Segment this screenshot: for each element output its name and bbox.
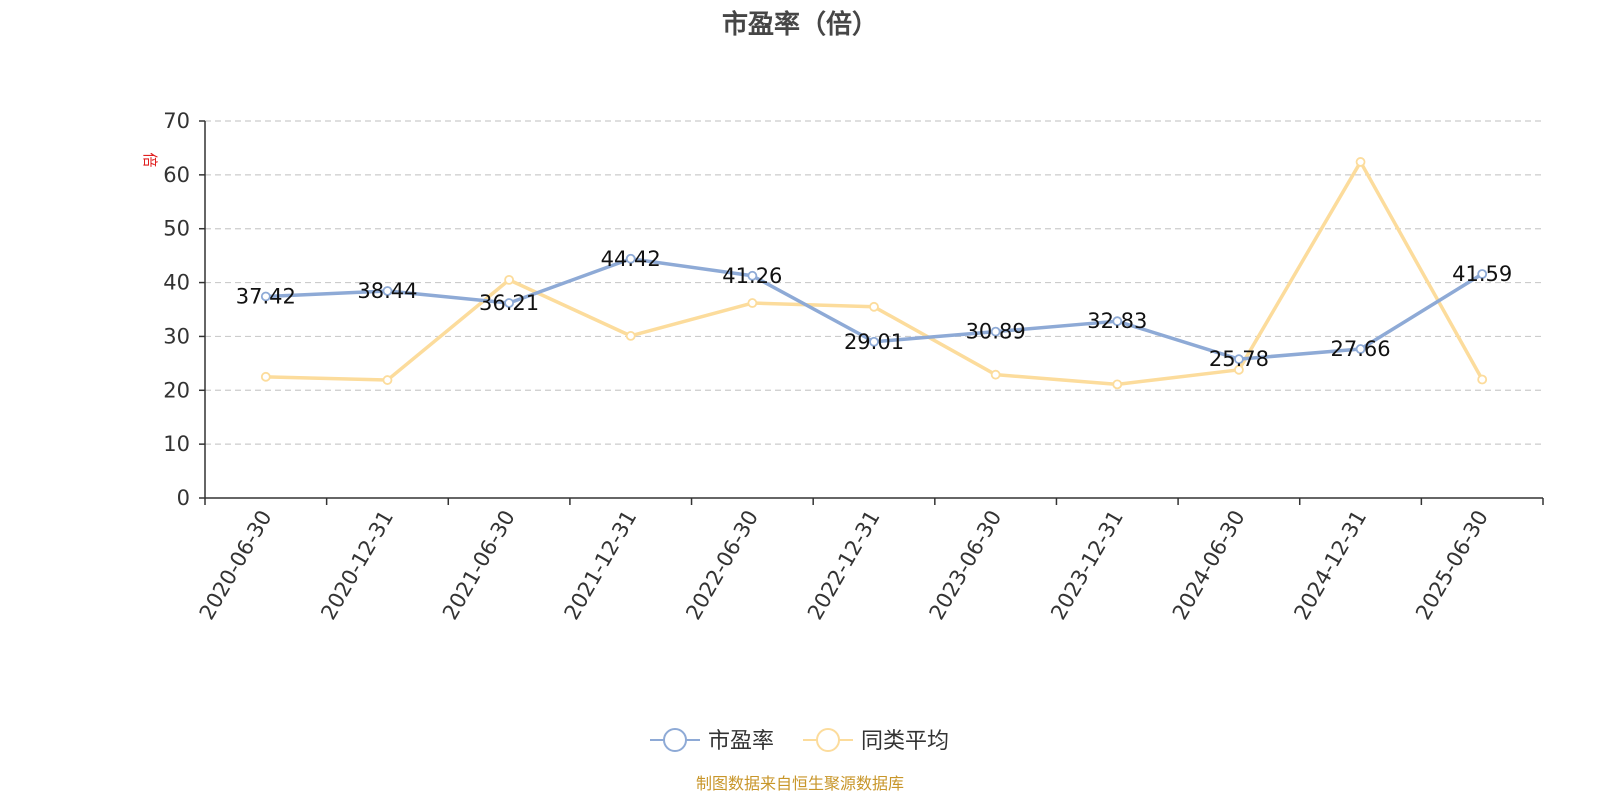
data-label: 41.59 bbox=[1452, 262, 1512, 286]
x-tick-label: 2023-06-30 bbox=[925, 506, 1007, 624]
x-tick-label: 2021-06-30 bbox=[438, 506, 520, 624]
legend-marker-icon bbox=[663, 728, 687, 752]
legend-item-0[interactable]: 市盈率 bbox=[650, 728, 774, 754]
y-tick-label: 30 bbox=[163, 324, 190, 348]
y-tick-label: 70 bbox=[163, 109, 190, 133]
data-label: 30.89 bbox=[966, 320, 1026, 344]
data-labels: 37.42 38.44 36.21 44.42 41.26 29.01 30.89 32.83… bbox=[236, 247, 1512, 371]
legend-label: 市盈率 bbox=[708, 729, 774, 754]
legend[interactable]: 市盈率 同类平均 bbox=[650, 728, 949, 754]
data-point bbox=[625, 253, 636, 264]
data-point bbox=[260, 291, 271, 302]
data-point bbox=[990, 369, 1001, 380]
x-tick-label: 2025-06-30 bbox=[1411, 506, 1493, 624]
legend-item-1[interactable]: 同类平均 bbox=[803, 728, 949, 754]
data-point bbox=[1112, 316, 1123, 327]
data-point bbox=[625, 330, 636, 341]
y-tick-label: 40 bbox=[163, 271, 190, 295]
y-tick-label: 60 bbox=[163, 163, 190, 187]
data-point bbox=[869, 336, 879, 347]
data-point bbox=[869, 301, 879, 312]
data-label: 36.21 bbox=[479, 291, 539, 315]
data-label: 32.83 bbox=[1087, 309, 1147, 333]
y-tick-label: 50 bbox=[163, 217, 190, 241]
data-label: 38.44 bbox=[357, 279, 417, 303]
data-point bbox=[382, 375, 393, 385]
chart-title: 市盈率（倍） bbox=[722, 9, 878, 40]
x-tick-label: 2024-12-31 bbox=[1289, 506, 1371, 624]
data-label: 44.42 bbox=[601, 247, 661, 271]
data-point bbox=[1234, 364, 1244, 375]
source-note: 制图数据来自恒生聚源数据库 bbox=[696, 774, 904, 793]
y-axis-unit-label: 倍 bbox=[141, 152, 159, 167]
data-point bbox=[1477, 269, 1488, 279]
data-point bbox=[260, 371, 271, 382]
x-tick-label: 2022-06-30 bbox=[681, 506, 763, 624]
data-point bbox=[1355, 344, 1366, 354]
data-point bbox=[747, 298, 758, 308]
legend-label: 同类平均 bbox=[861, 729, 949, 754]
data-label: 37.42 bbox=[236, 284, 296, 308]
data-point bbox=[504, 274, 514, 285]
x-tick-label: 2020-12-31 bbox=[316, 506, 398, 624]
data-label: 25.78 bbox=[1209, 347, 1269, 371]
y-tick-label: 10 bbox=[163, 432, 190, 456]
x-tick-label: 2024-06-30 bbox=[1168, 506, 1250, 624]
y-tick-label: 20 bbox=[163, 378, 190, 402]
data-label: 27.66 bbox=[1330, 337, 1390, 361]
axes: 0 10 20 30 40 50 60 70 2020-06-30 2020-12-31 2021-… bbox=[163, 109, 1544, 624]
data-label: 29.01 bbox=[844, 330, 904, 354]
series-lines bbox=[260, 157, 1488, 390]
data-point bbox=[1234, 354, 1244, 365]
data-point bbox=[504, 298, 514, 308]
legend-marker-icon bbox=[816, 728, 840, 752]
data-point bbox=[990, 326, 1001, 337]
data-point bbox=[1112, 379, 1123, 390]
x-tick-label: 2022-12-31 bbox=[803, 506, 885, 624]
y-tick-label: 0 bbox=[177, 486, 190, 510]
x-tick-label: 2020-06-30 bbox=[195, 506, 277, 624]
x-tick-label: 2021-12-31 bbox=[560, 506, 642, 624]
data-label: 41.26 bbox=[722, 264, 782, 288]
x-tick-label: 2023-12-31 bbox=[1046, 506, 1128, 624]
data-point bbox=[747, 270, 758, 281]
data-point bbox=[1477, 374, 1488, 385]
data-point bbox=[1355, 157, 1366, 167]
data-point bbox=[382, 286, 393, 296]
